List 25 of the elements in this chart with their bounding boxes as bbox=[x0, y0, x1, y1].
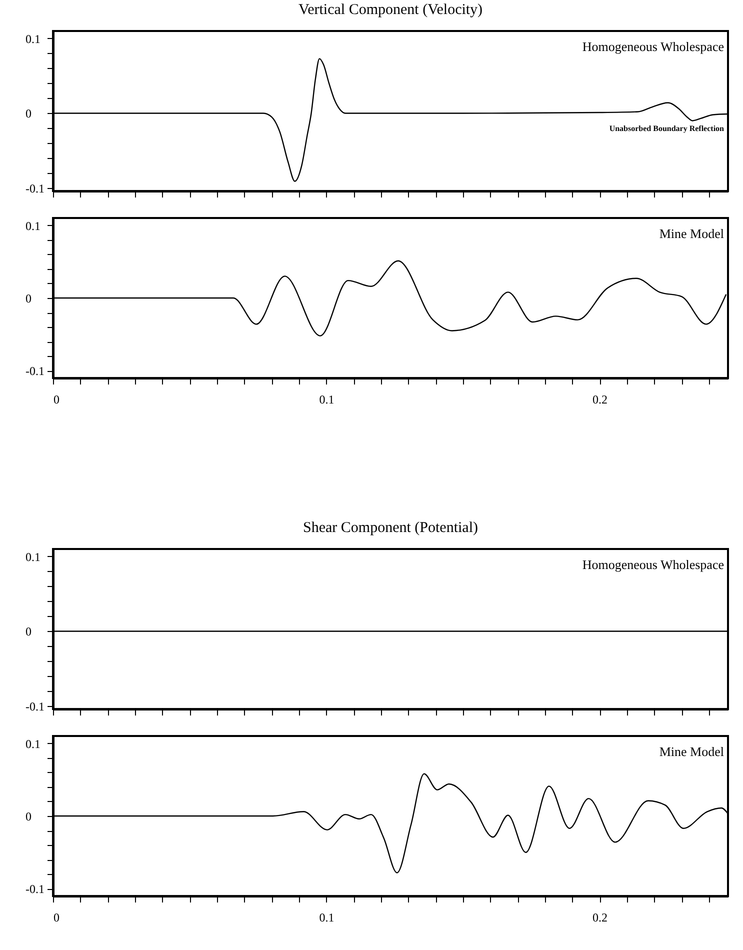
annotation: Mine Model bbox=[659, 744, 724, 759]
y-tick-label: 0 bbox=[26, 106, 32, 121]
x-tick-label: 0.2 bbox=[592, 910, 608, 924]
annotation: Mine Model bbox=[659, 226, 724, 241]
x-tick-label: 0 bbox=[54, 392, 60, 406]
y-tick-label: 0.1 bbox=[26, 736, 40, 751]
x-tick-label: 0.1 bbox=[319, 910, 334, 924]
y-tick-label: -0.1 bbox=[26, 882, 44, 896]
x-tick-label: 0.1 bbox=[319, 392, 334, 406]
y-tick-label: 0 bbox=[26, 292, 32, 306]
y-tick-label: 0.1 bbox=[26, 218, 40, 233]
annotation: Homogeneous Wholespace bbox=[582, 39, 724, 54]
x-tick-label: 0.2 bbox=[592, 392, 608, 406]
y-tick-label: -0.1 bbox=[26, 700, 44, 714]
x-tick-label: 0 bbox=[54, 910, 60, 924]
annotation: Homogeneous Wholespace bbox=[582, 557, 724, 572]
y-tick-label: 0 bbox=[26, 810, 32, 824]
y-tick-label: -0.1 bbox=[26, 182, 44, 196]
chart-title: Vertical Component (Velocity) bbox=[298, 2, 483, 18]
y-tick-label: 0.1 bbox=[26, 550, 40, 564]
y-tick-label: 0 bbox=[26, 624, 32, 639]
y-tick-label: -0.1 bbox=[26, 364, 44, 378]
y-tick-label: 0.1 bbox=[26, 32, 40, 46]
chart-title: Shear Component (Potential) bbox=[303, 520, 478, 536]
annotation: Unabsorbed Boundary Reflection bbox=[609, 124, 725, 133]
